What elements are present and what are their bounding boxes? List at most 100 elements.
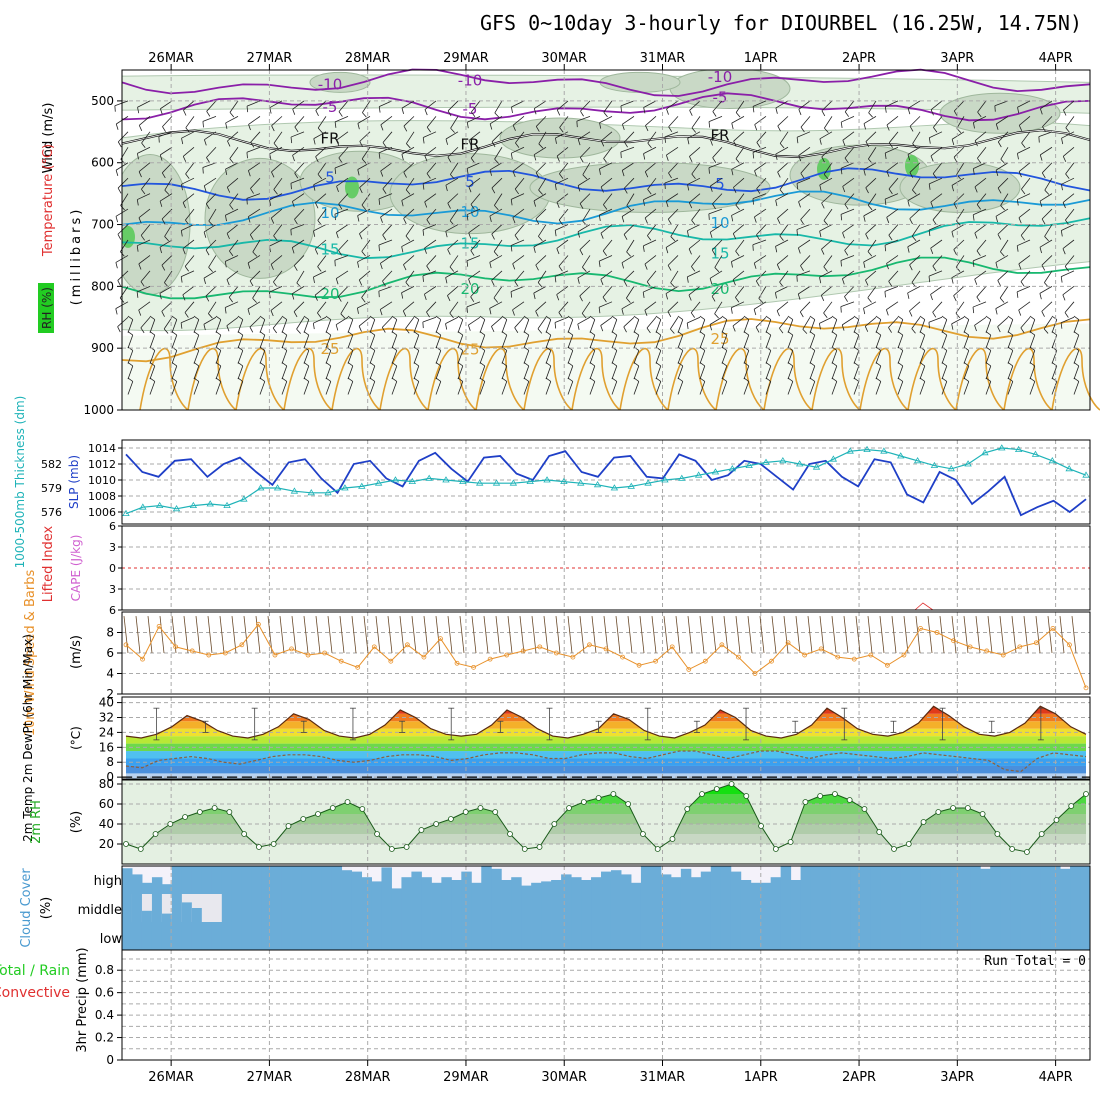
wind-barb — [250, 131, 261, 143]
wind10m-barb — [567, 616, 573, 654]
wind-barb — [162, 116, 173, 127]
wind-barb — [426, 208, 437, 220]
wind-barb — [1073, 381, 1080, 395]
wind-barb-flag — [514, 235, 519, 241]
wind-barb — [205, 193, 217, 204]
thickness-marker — [678, 474, 686, 481]
y-tick-label: 6 — [109, 604, 116, 617]
wind-barb-flag — [623, 234, 628, 240]
wind-barb-flag — [919, 346, 926, 351]
wind-barb — [215, 381, 222, 395]
wind-barb-flag — [667, 311, 672, 318]
wind-barb-flag — [401, 246, 404, 253]
rh-point — [256, 844, 262, 850]
wind-barb-flag — [666, 108, 669, 115]
wind-barb-flag — [800, 126, 805, 133]
rh-blob-saturated — [905, 154, 919, 177]
wind-barb — [193, 334, 200, 349]
wind-barb — [181, 270, 195, 277]
wind-barb-flag — [270, 217, 275, 224]
thickness-marker — [913, 457, 922, 464]
cloud-middle-bar — [710, 894, 722, 922]
wind-barb-flag — [626, 297, 631, 303]
wind-barb-flag — [426, 311, 430, 318]
wind-barb-flag — [435, 346, 442, 351]
wind-barb — [246, 146, 261, 153]
wind-barb — [842, 316, 855, 326]
wind-barb — [325, 350, 332, 364]
cloud-middle-bar — [840, 894, 851, 922]
bottom-date-label: 3APR — [940, 1070, 974, 1085]
precip-frame — [121, 949, 1091, 1061]
cloud-middle-bar — [431, 894, 442, 922]
wind-barb-flag — [754, 216, 757, 223]
y-tick-label: 2 — [106, 687, 114, 701]
wind-barb — [868, 100, 877, 113]
rh-point — [846, 797, 853, 803]
wind-barb — [579, 193, 591, 204]
wind-barb — [358, 316, 371, 327]
wind-barb — [171, 319, 178, 333]
temperature-contour-label: -5 — [463, 100, 478, 118]
wind10m-barb — [903, 616, 909, 654]
wind-barb — [470, 193, 481, 205]
wind-barb-flag — [137, 153, 139, 160]
wind-barb — [868, 147, 877, 160]
wind-barb — [336, 131, 349, 141]
rh-point — [123, 841, 129, 847]
rh-point — [285, 823, 292, 829]
wind-barb-flag — [182, 248, 186, 255]
y-tick-label: 16 — [99, 740, 114, 754]
wind-barb — [457, 365, 464, 380]
wind-barb-flag — [535, 218, 540, 225]
thickness-marker — [374, 479, 383, 486]
wind-barb-flag — [335, 278, 339, 285]
cloud-low-bar — [1080, 922, 1091, 950]
wind-barb — [272, 317, 283, 329]
cloud-high-bar — [581, 880, 592, 894]
wind10m-point — [835, 654, 841, 660]
wind-barb-flag — [689, 156, 693, 163]
wind-barb-flag — [558, 265, 563, 272]
cloud-high-bar — [451, 880, 462, 894]
wind-barb-flag — [864, 326, 869, 332]
rh-point — [1038, 831, 1045, 837]
wind-barb-flag — [865, 233, 869, 240]
wind-barb-flag — [853, 377, 860, 382]
wind-barb — [337, 286, 349, 297]
cloud-low-bar — [900, 922, 911, 950]
wind-barb-flag — [180, 276, 183, 283]
wind-barb-flag — [215, 377, 222, 382]
cloud-high-bar — [591, 877, 602, 894]
wind-barb-flag — [403, 264, 407, 271]
wind-barb-flag — [401, 108, 404, 115]
wind10m-barb — [411, 616, 417, 654]
wind-barb — [449, 301, 459, 314]
wind-barb — [721, 381, 728, 395]
rh-frame — [121, 779, 1091, 865]
wind-barb — [422, 177, 437, 185]
wind-barb-flag — [435, 377, 442, 382]
wind-barb-flag — [127, 331, 134, 336]
wind-barb-flag — [336, 232, 339, 239]
wind-barb — [885, 100, 899, 108]
wind-barb — [1017, 239, 1031, 247]
wind-barb — [809, 350, 816, 364]
wind-barb-flag — [779, 328, 784, 334]
wind-barb — [249, 316, 261, 328]
wind-barb — [391, 334, 398, 349]
top-date-label: 1APR — [744, 51, 778, 66]
wind10m-barb — [399, 616, 405, 654]
wind-barb — [491, 177, 503, 189]
wind-barb-flag — [140, 281, 145, 287]
thickness-marker — [560, 477, 568, 484]
wind-barb — [752, 193, 767, 200]
wind-barb-flag — [291, 247, 295, 254]
wind-barb-flag — [556, 109, 561, 116]
temperature-band — [126, 765, 1086, 774]
wind-barb — [777, 208, 789, 219]
wind-barb — [403, 208, 415, 219]
cloud-high-bar — [261, 866, 273, 894]
